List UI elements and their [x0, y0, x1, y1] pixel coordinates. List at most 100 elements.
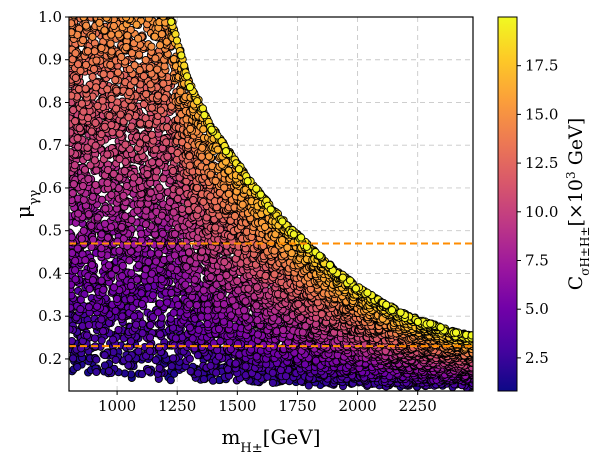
scatter-point	[268, 368, 277, 377]
scatter-point	[73, 244, 82, 253]
scatter-point	[157, 211, 166, 220]
scatter-point	[173, 194, 182, 203]
scatter-point	[152, 167, 161, 176]
scatter-point	[92, 355, 101, 364]
scatter-point	[146, 320, 155, 330]
scatter-point	[129, 173, 139, 182]
scatter-point	[208, 376, 218, 385]
scatter-point	[138, 329, 147, 338]
scatter-point	[151, 356, 160, 365]
scatter-point	[69, 303, 75, 312]
scatter-point	[130, 312, 139, 321]
scatter-point	[222, 271, 231, 280]
scatter-point	[233, 276, 242, 286]
scatter-point	[252, 283, 261, 292]
scatter-point	[104, 261, 113, 270]
scatter-point	[171, 334, 180, 343]
scatter-point	[118, 312, 127, 321]
scatter-point	[126, 337, 135, 346]
scatter-point	[146, 333, 155, 342]
scatter-point	[158, 229, 167, 238]
scatter-point	[272, 327, 281, 336]
scatter-point	[241, 297, 250, 306]
scatter-point	[167, 362, 176, 371]
scatter-point	[144, 366, 153, 376]
scatter-point	[215, 273, 224, 282]
scatter-point	[181, 280, 190, 289]
scatter-point	[84, 174, 93, 184]
scatter-point	[99, 327, 108, 336]
scatter-point	[159, 174, 168, 183]
scatter-point	[111, 265, 121, 274]
scatter-point	[304, 381, 313, 390]
scatter-point	[199, 286, 208, 295]
scatter-point	[90, 334, 99, 343]
scatter-point	[186, 367, 195, 376]
scatter-point	[169, 354, 178, 363]
scatter-point	[78, 322, 87, 331]
scatter-point	[127, 269, 136, 278]
scatter-point	[137, 289, 146, 298]
scatter-point	[154, 249, 163, 258]
scatter-point	[156, 330, 165, 339]
scatter-point	[77, 234, 86, 243]
scatter-point	[169, 308, 178, 317]
scatter-point	[69, 354, 78, 363]
scatter-point	[185, 323, 194, 332]
scatter-point	[103, 150, 112, 159]
scatter-point	[157, 275, 166, 284]
scatter-point	[268, 378, 277, 387]
scatter-point	[74, 209, 83, 218]
scatter-point	[89, 235, 98, 244]
scatter-point	[69, 128, 75, 137]
scatter-point	[85, 284, 94, 293]
scatter-point	[97, 336, 106, 345]
scatter-point	[194, 325, 203, 334]
scatter-point	[206, 272, 215, 282]
scatter-point	[133, 275, 142, 284]
scatter-point	[241, 362, 250, 371]
scatter-point	[126, 295, 135, 304]
scatter-point	[134, 261, 143, 270]
scatter-point	[190, 275, 199, 284]
scatter-point	[69, 180, 78, 189]
scatter-point	[69, 148, 75, 157]
scatter-point	[118, 272, 127, 281]
scatter-point	[104, 367, 114, 376]
scatter-point	[134, 347, 143, 356]
scatter-point	[174, 300, 183, 309]
scatter-point	[141, 220, 150, 229]
scatter-point	[100, 351, 109, 360]
scatter-point	[76, 295, 85, 304]
scatter-point	[97, 195, 107, 204]
scatter-point	[71, 275, 80, 284]
scatter-point	[143, 170, 152, 179]
scatter-point	[219, 300, 229, 309]
scatter-point	[152, 257, 161, 266]
scatter-point	[216, 291, 225, 300]
scatter-point	[220, 257, 229, 267]
scatter-point	[253, 330, 262, 339]
scatter-points	[69, 17, 473, 391]
scatter-point	[76, 305, 85, 314]
scatter-point	[103, 165, 112, 175]
scatter-point	[99, 285, 108, 294]
scatter-point	[169, 208, 178, 217]
scatter-point	[279, 325, 288, 335]
scatter-point	[137, 299, 147, 309]
scatter-point	[125, 256, 134, 265]
scatter-point	[192, 301, 201, 310]
scatter-point	[155, 364, 164, 373]
scatter-point	[167, 288, 176, 297]
scatter-point	[84, 320, 93, 330]
scatter-point	[193, 369, 203, 378]
scatter-point	[97, 315, 106, 324]
scatter-point	[170, 369, 179, 378]
scatter-point	[132, 320, 141, 329]
scatter-point	[103, 233, 112, 242]
scatter-point	[119, 191, 128, 200]
scatter-point	[70, 161, 79, 170]
scatter-point	[84, 210, 93, 219]
scatter-point	[163, 152, 172, 161]
scatter-point	[153, 308, 163, 317]
